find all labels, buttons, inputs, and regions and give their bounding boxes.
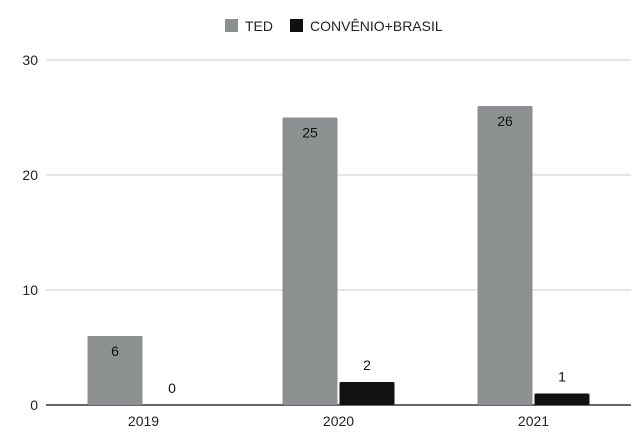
y-tick-label: 0 bbox=[30, 397, 38, 413]
data-labels: 6 0 25 2 26 1 bbox=[111, 113, 566, 396]
x-tick-label: 2021 bbox=[518, 413, 549, 429]
x-tick-label: 2020 bbox=[323, 413, 354, 429]
data-label: 1 bbox=[558, 369, 566, 385]
y-tick-label: 20 bbox=[22, 167, 38, 183]
y-tick-label: 30 bbox=[22, 52, 38, 68]
legend: TED CONVÊNIO+BRASIL bbox=[225, 18, 443, 34]
bar-conv-nio-brasil-2021 bbox=[534, 393, 590, 405]
bar-conv-nio-brasil-2020 bbox=[339, 382, 395, 405]
y-tick-label: 10 bbox=[22, 282, 38, 298]
x-tick-label: 2019 bbox=[128, 413, 159, 429]
data-label: 25 bbox=[302, 125, 318, 141]
legend-swatch bbox=[290, 19, 303, 32]
data-label: 0 bbox=[168, 380, 176, 396]
bars bbox=[87, 106, 590, 405]
legend-label: TED bbox=[245, 18, 273, 34]
data-label: 6 bbox=[111, 343, 119, 359]
gridlines bbox=[46, 59, 631, 406]
x-axis-ticks: 2019 2020 2021 bbox=[128, 413, 549, 429]
data-label: 26 bbox=[497, 113, 513, 129]
data-label: 2 bbox=[363, 357, 371, 373]
y-axis-ticks: 0 10 20 30 bbox=[22, 52, 38, 413]
bar-ted-2019 bbox=[87, 336, 143, 405]
bar-ted-2020 bbox=[282, 117, 338, 405]
legend-label: CONVÊNIO+BRASIL bbox=[310, 18, 443, 34]
bar-ted-2021 bbox=[477, 106, 533, 405]
legend-swatch bbox=[225, 19, 238, 32]
